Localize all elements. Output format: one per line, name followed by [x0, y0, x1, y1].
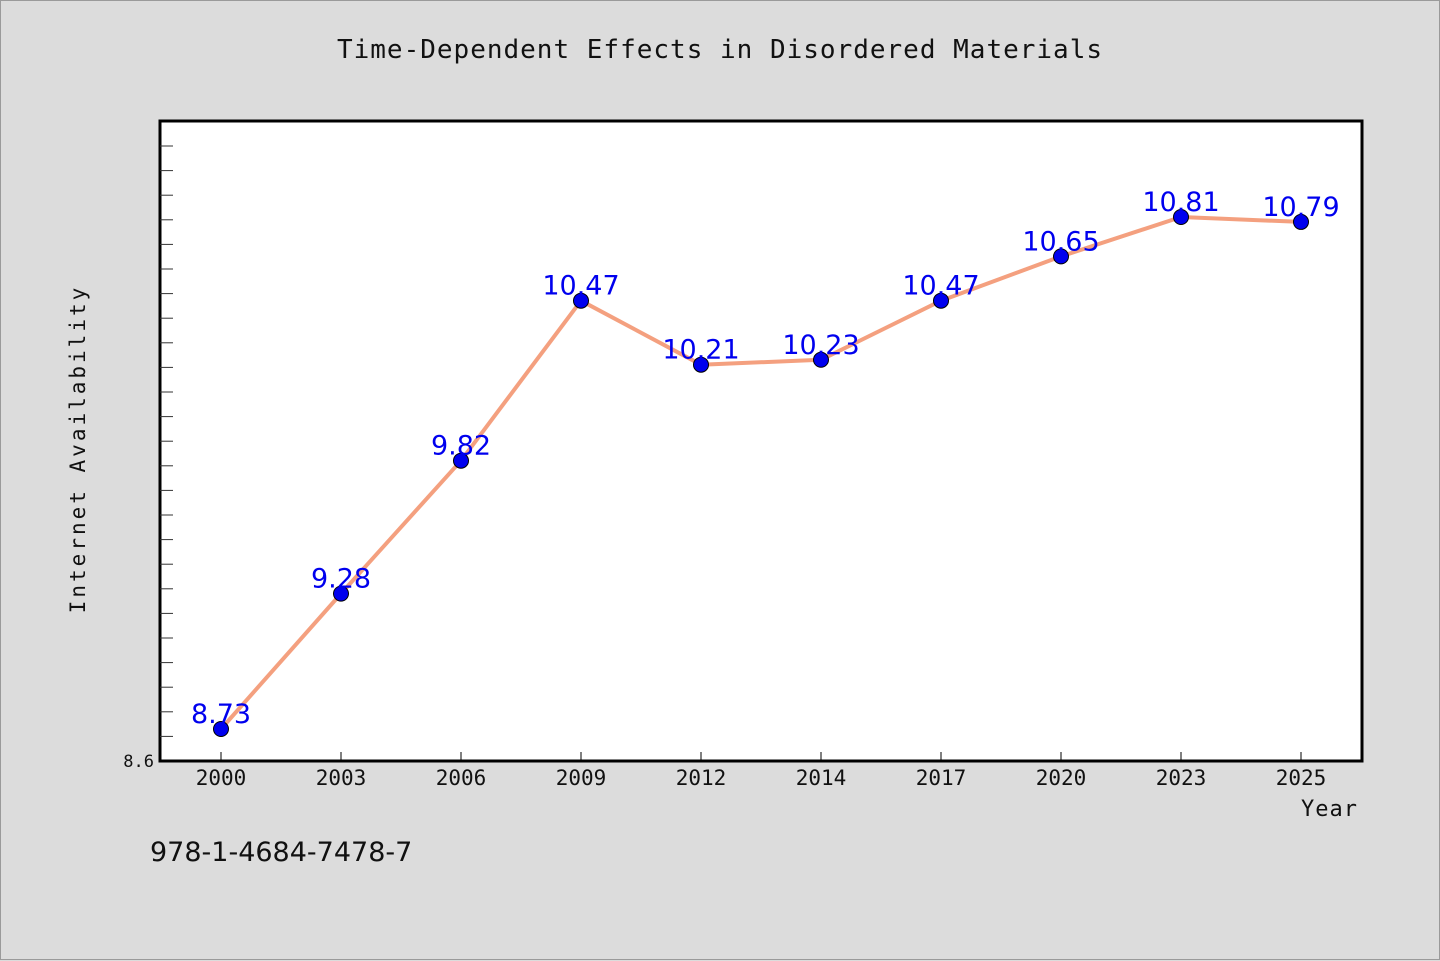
data-point	[1053, 248, 1069, 265]
x-tick-label: 2023	[1156, 766, 1207, 790]
x-tick-label: 2017	[916, 766, 967, 790]
data-label: 10.21	[662, 335, 739, 366]
data-label: 10.47	[542, 271, 619, 302]
data-label: 10.47	[902, 271, 979, 302]
data-label: 10.23	[782, 330, 859, 361]
data-label: 10.79	[1262, 192, 1339, 223]
data-label: 9.28	[311, 564, 371, 595]
x-tick-label: 2025	[1276, 766, 1327, 790]
data-point	[813, 351, 829, 368]
data-label: 10.65	[1022, 226, 1099, 257]
data-point	[453, 452, 469, 469]
x-axis-label: Year	[1301, 797, 1358, 822]
x-tick-label: 2020	[1036, 766, 1087, 790]
chart-title: Time-Dependent Effects in Disordered Mat…	[336, 35, 1104, 65]
x-tick-label: 2014	[796, 766, 847, 790]
isbn-text: 978-1-4684-7478-7	[150, 837, 413, 868]
x-tick-label: 2009	[556, 766, 607, 790]
data-label: 9.82	[431, 431, 491, 462]
data-point	[573, 292, 589, 309]
data-label: 10.81	[1142, 187, 1219, 218]
x-tick-label: 2012	[676, 766, 727, 790]
plot-area	[158, 119, 1364, 763]
data-label: 8.73	[191, 699, 251, 730]
data-point	[213, 721, 229, 737]
x-tick-label: 2003	[316, 766, 367, 790]
x-tick-label: 2000	[196, 766, 247, 790]
data-point	[933, 292, 949, 309]
data-point	[1173, 209, 1189, 225]
x-tick-label: 2006	[436, 766, 487, 790]
data-point	[1293, 213, 1309, 230]
data-point	[333, 585, 349, 602]
y-tick-label: 8.6	[123, 752, 154, 772]
series-line	[219, 215, 1302, 731]
data-point	[693, 356, 709, 373]
